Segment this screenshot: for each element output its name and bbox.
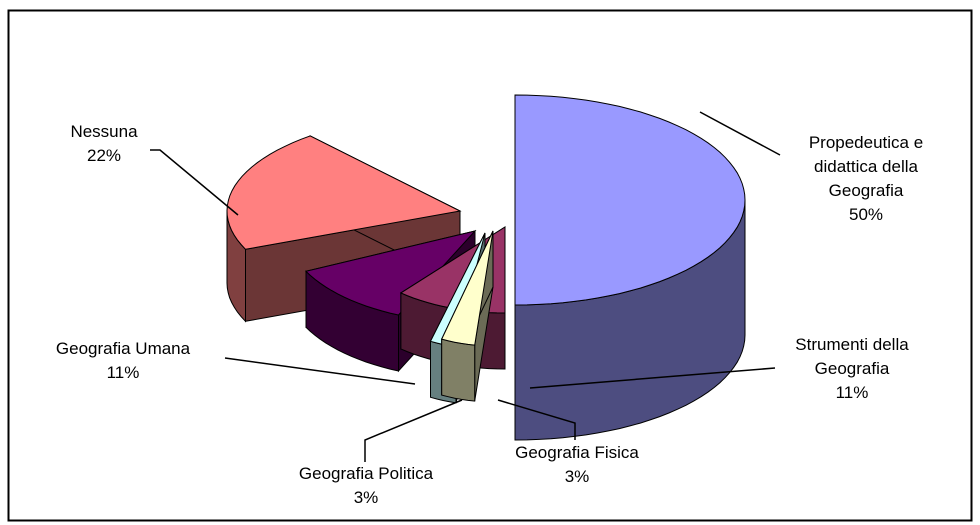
slice-top [226, 135, 462, 250]
slice-label-strum: Strumenti della Geografia 11% [795, 335, 909, 402]
slice-label-ness: Nessuna 22% [70, 122, 138, 165]
leader-line-uma [224, 357, 416, 385]
slice-top [514, 94, 746, 306]
leader-line-pol [364, 399, 463, 462]
pie-slice-prop [514, 94, 746, 441]
leader-line-fis [497, 399, 576, 440]
slice-top [440, 230, 494, 346]
slice-label-prop: Propedeutica e didattica della Geografia 50… [809, 133, 923, 224]
slice-label-uma: Geografia Umana 11% [56, 339, 191, 382]
leader-line-prop [699, 111, 781, 156]
leader-line-strum [529, 367, 776, 389]
slice-top [304, 230, 477, 316]
slice-label-pol: Geografia Politica 3% [299, 464, 434, 507]
leader-line-ness [150, 149, 239, 216]
slice-side [441, 338, 476, 402]
slice-label-fis: Geografia Fisica 3% [515, 443, 639, 486]
pie-slice-fis [440, 230, 494, 402]
